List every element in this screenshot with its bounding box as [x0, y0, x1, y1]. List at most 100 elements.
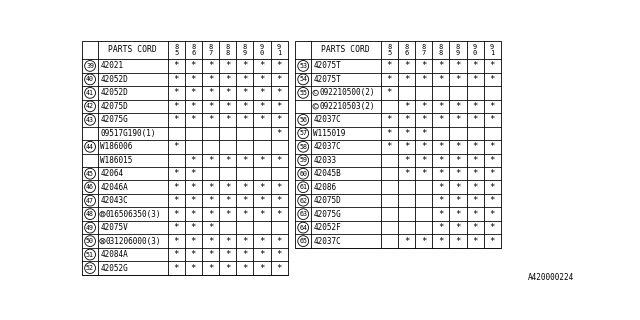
Text: *: * [455, 156, 461, 165]
Text: *: * [404, 75, 409, 84]
Text: 1: 1 [490, 50, 494, 56]
Text: 5: 5 [174, 50, 179, 56]
Text: *: * [242, 196, 248, 205]
Text: *: * [404, 156, 409, 165]
Text: *: * [242, 115, 248, 124]
Text: 55: 55 [300, 90, 307, 96]
Text: *: * [455, 142, 461, 151]
Text: *: * [173, 102, 179, 111]
Text: 9: 9 [277, 44, 281, 50]
Text: 42037C: 42037C [313, 142, 341, 151]
Text: 9: 9 [243, 50, 247, 56]
Text: 8: 8 [209, 44, 212, 50]
Text: *: * [242, 183, 248, 192]
Text: PARTS CORD: PARTS CORD [108, 45, 157, 54]
Text: *: * [387, 88, 392, 97]
Bar [296, 41, 501, 248]
Text: *: * [438, 183, 444, 192]
Text: *: * [191, 250, 196, 259]
Text: 43: 43 [86, 117, 94, 123]
Text: *: * [208, 183, 213, 192]
Text: *: * [242, 88, 248, 97]
Text: *: * [472, 75, 478, 84]
Text: 9: 9 [473, 44, 477, 50]
Text: *: * [173, 169, 179, 178]
Text: 8: 8 [438, 50, 443, 56]
Text: 63: 63 [300, 211, 307, 217]
Text: *: * [208, 61, 213, 70]
Text: *: * [490, 210, 495, 219]
Text: *: * [421, 102, 426, 111]
Text: *: * [421, 156, 426, 165]
Text: 42075G: 42075G [313, 210, 341, 219]
Text: 8: 8 [191, 44, 195, 50]
Text: 9: 9 [490, 44, 494, 50]
Text: *: * [472, 102, 478, 111]
Text: *: * [472, 61, 478, 70]
Text: *: * [191, 115, 196, 124]
Text: 092210503(2): 092210503(2) [319, 102, 374, 111]
Text: B: B [101, 212, 104, 217]
Text: *: * [225, 156, 230, 165]
Text: *: * [259, 196, 265, 205]
Text: *: * [191, 236, 196, 246]
Text: *: * [455, 115, 461, 124]
Text: *: * [225, 210, 230, 219]
Text: *: * [455, 236, 461, 246]
Text: 42046A: 42046A [100, 183, 128, 192]
Text: *: * [438, 61, 444, 70]
Text: *: * [208, 196, 213, 205]
Text: *: * [242, 156, 248, 165]
Text: *: * [225, 196, 230, 205]
Text: 59: 59 [300, 157, 307, 163]
Text: 9: 9 [260, 44, 264, 50]
Text: *: * [490, 115, 495, 124]
Text: 45: 45 [86, 171, 94, 177]
Text: 42: 42 [86, 103, 94, 109]
Text: *: * [472, 196, 478, 205]
Text: *: * [276, 102, 282, 111]
Text: 49: 49 [86, 225, 94, 231]
Text: *: * [242, 102, 248, 111]
Text: *: * [455, 61, 461, 70]
Text: 1: 1 [277, 50, 281, 56]
Text: *: * [455, 102, 461, 111]
Text: 42043C: 42043C [100, 196, 128, 205]
Text: *: * [472, 236, 478, 246]
Text: 7: 7 [422, 50, 426, 56]
Text: 42052G: 42052G [100, 264, 128, 273]
Text: *: * [173, 250, 179, 259]
Text: 60: 60 [300, 171, 307, 177]
Text: *: * [242, 75, 248, 84]
Text: W186006: W186006 [100, 142, 132, 151]
Text: *: * [225, 88, 230, 97]
Text: *: * [455, 75, 461, 84]
Text: 8: 8 [225, 44, 230, 50]
Text: 9: 9 [456, 50, 460, 56]
Text: *: * [242, 264, 248, 273]
Text: *: * [276, 210, 282, 219]
Text: *: * [472, 156, 478, 165]
Text: *: * [404, 169, 409, 178]
Text: *: * [225, 75, 230, 84]
Text: 8: 8 [422, 44, 426, 50]
Text: *: * [276, 129, 282, 138]
Text: *: * [259, 250, 265, 259]
Text: *: * [490, 61, 495, 70]
Text: *: * [225, 264, 230, 273]
Text: 54: 54 [300, 76, 307, 83]
Text: 58: 58 [300, 144, 307, 150]
Text: *: * [404, 129, 409, 138]
Text: 61: 61 [300, 184, 307, 190]
Text: 53: 53 [300, 63, 307, 69]
Text: *: * [242, 61, 248, 70]
Text: 65: 65 [300, 238, 307, 244]
Text: *: * [387, 115, 392, 124]
Text: *: * [225, 236, 230, 246]
Text: *: * [490, 169, 495, 178]
Text: *: * [490, 75, 495, 84]
Text: *: * [173, 88, 179, 97]
Text: *: * [191, 223, 196, 232]
Text: *: * [208, 156, 213, 165]
Text: 42075T: 42075T [313, 61, 341, 70]
